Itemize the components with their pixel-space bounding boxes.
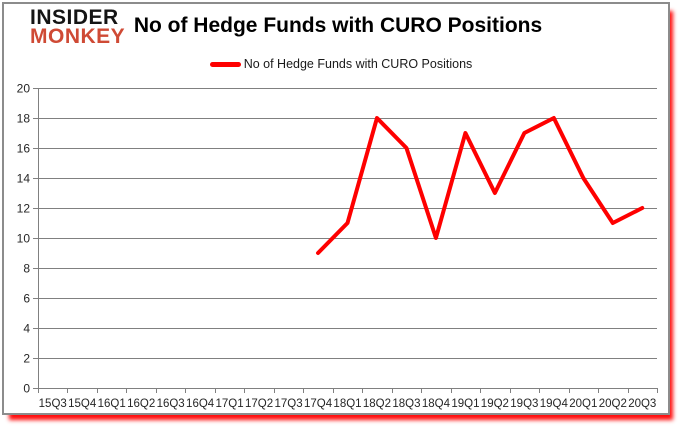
chart-frame: INSIDER MONKEY No of Hedge Funds with CU… bbox=[2, 2, 670, 415]
insider-monkey-logo: INSIDER MONKEY bbox=[30, 6, 126, 49]
x-axis-tick-label: 16Q2 bbox=[127, 398, 155, 410]
x-axis-tick-label: 16Q1 bbox=[98, 398, 126, 410]
x-axis-tick-label: 19Q2 bbox=[481, 398, 509, 410]
x-axis-tick-label: 18Q3 bbox=[392, 398, 420, 410]
y-axis-tick-label: 2 bbox=[23, 352, 30, 366]
x-axis-tick-label: 17Q1 bbox=[216, 398, 244, 410]
y-axis-tick-label: 16 bbox=[17, 142, 31, 156]
x-axis-tick-label: 17Q2 bbox=[245, 398, 273, 410]
x-axis-tick-label: 19Q3 bbox=[510, 398, 538, 410]
x-axis-tick-label: 15Q3 bbox=[39, 398, 67, 410]
x-axis-tick-label: 19Q4 bbox=[540, 398, 569, 410]
legend-line-swatch bbox=[209, 61, 241, 67]
y-axis-tick-label: 6 bbox=[23, 292, 30, 306]
y-axis-tick-label: 18 bbox=[17, 112, 31, 126]
x-axis-tick-label: 20Q2 bbox=[599, 398, 627, 410]
x-axis-tick-label: 15Q4 bbox=[68, 398, 97, 410]
line-chart-plot-area: 0 2 4 6 8 10 12 14 16 18 20 15Q3 15Q4 16Q1 16Q2 16Q3 16Q… bbox=[17, 82, 658, 410]
y-axis-tick-label: 8 bbox=[23, 262, 30, 276]
x-axis-tick-label: 18Q4 bbox=[422, 398, 451, 410]
x-axis-tick-label: 16Q4 bbox=[186, 398, 215, 410]
data-series-line bbox=[316, 116, 645, 255]
chart-legend: No of Hedge Funds with CURO Positions bbox=[4, 57, 668, 71]
logo-text-monkey: MONKEY bbox=[30, 25, 126, 49]
y-axis-tick-label: 14 bbox=[17, 172, 31, 186]
x-axis-tick-label: 18Q1 bbox=[333, 398, 361, 410]
y-axis-tick-label: 20 bbox=[17, 82, 31, 96]
y-axis-tick-label: 0 bbox=[23, 382, 30, 396]
x-axis-tick-label: 20Q3 bbox=[628, 398, 656, 410]
y-axis-tick-label: 4 bbox=[23, 322, 30, 336]
x-axis-tick-label: 17Q3 bbox=[274, 398, 302, 410]
chart-title: No of Hedge Funds with CURO Positions bbox=[133, 14, 543, 37]
x-axis-tick-label: 19Q1 bbox=[451, 398, 479, 410]
x-axis-tick-label: 17Q4 bbox=[304, 398, 333, 410]
logo-text-insider: INSIDER bbox=[30, 6, 119, 29]
x-axis-tick-label: 16Q3 bbox=[157, 398, 185, 410]
x-axis-tick-label: 18Q2 bbox=[363, 398, 391, 410]
y-axis-tick-label: 10 bbox=[17, 232, 31, 246]
legend-label: No of Hedge Funds with CURO Positions bbox=[243, 57, 473, 71]
x-axis-tick-label: 20Q1 bbox=[569, 398, 597, 410]
y-axis-tick-label: 12 bbox=[17, 202, 31, 216]
